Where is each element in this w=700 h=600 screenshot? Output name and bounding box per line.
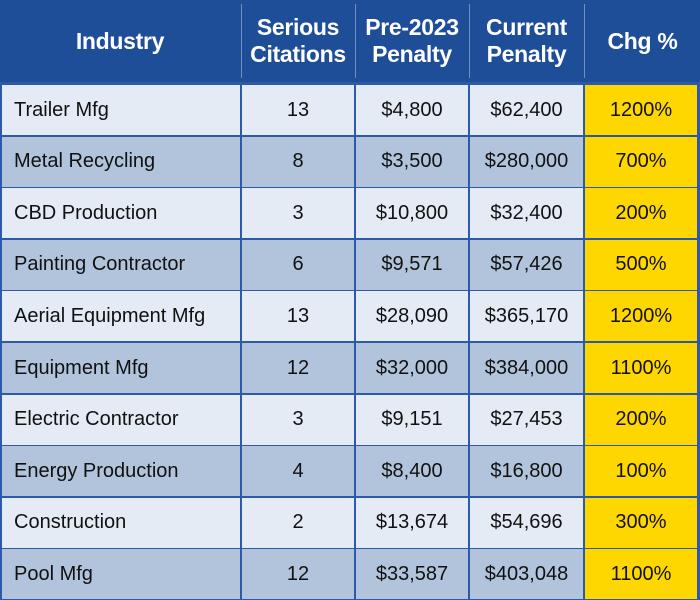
header-pre-2023-penalty: Pre-2023 Penalty: [356, 0, 468, 82]
header-current-line1: Current: [486, 14, 567, 40]
cell-pre-2023-penalty: $9,571: [356, 239, 468, 290]
cell-serious-citations: 3: [242, 394, 354, 445]
header-pre-line2: Penalty: [372, 41, 452, 67]
cell-serious-citations: 8: [242, 136, 354, 187]
cell-current-penalty: $57,426: [470, 239, 583, 290]
cell-industry: Aerial Equipment Mfg: [2, 291, 240, 342]
cell-pre-2023-penalty: $8,400: [356, 446, 468, 497]
header-chg-percent: Chg %: [585, 0, 700, 82]
cell-industry: Painting Contractor: [2, 239, 240, 290]
cell-current-penalty: $27,453: [470, 394, 583, 445]
header-divider: [355, 4, 356, 78]
table-row: Construction 2 $13,674 $54,696 300%: [0, 497, 700, 548]
table-row: Electric Contractor 3 $9,151 $27,453 200%: [0, 394, 700, 445]
cell-chg-percent: 1200%: [585, 85, 697, 135]
cell-industry: CBD Production: [2, 188, 240, 239]
cell-pre-2023-penalty: $28,090: [356, 291, 468, 342]
table-row: Painting Contractor 6 $9,571 $57,426 500%: [0, 239, 700, 290]
header-current-penalty: Current Penalty: [470, 0, 583, 82]
cell-industry: Trailer Mfg: [2, 85, 240, 135]
header-pre-line1: Pre-2023: [365, 14, 459, 40]
cell-current-penalty: $365,170: [470, 291, 583, 342]
cell-chg-percent: 1200%: [585, 291, 697, 342]
cell-current-penalty: $403,048: [470, 549, 583, 600]
cell-serious-citations: 13: [242, 85, 354, 135]
cell-industry: Electric Contractor: [2, 394, 240, 445]
cell-current-penalty: $384,000: [470, 343, 583, 393]
header-pre-2023-label: Pre-2023 Penalty: [365, 14, 459, 68]
cell-industry: Energy Production: [2, 446, 240, 497]
header-citations-line1: Serious: [256, 14, 340, 40]
cell-serious-citations: 6: [242, 239, 354, 290]
cell-chg-percent: 1100%: [585, 343, 697, 393]
cell-industry: Construction: [2, 497, 240, 548]
cell-chg-percent: 700%: [585, 136, 697, 187]
header-serious-citations: Serious Citations: [242, 0, 354, 82]
cell-pre-2023-penalty: $33,587: [356, 549, 468, 600]
cell-industry: Metal Recycling: [2, 136, 240, 187]
header-industry-label: Industry: [75, 27, 165, 54]
cell-current-penalty: $16,800: [470, 446, 583, 497]
table-header: Industry Serious Citations Pre-2023 Penalt…: [0, 0, 700, 82]
cell-pre-2023-penalty: $9,151: [356, 394, 468, 445]
cell-pre-2023-penalty: $32,000: [356, 343, 468, 393]
cell-industry: Pool Mfg: [2, 549, 240, 600]
header-current-label: Current Penalty: [486, 14, 567, 68]
header-divider: [469, 4, 470, 78]
table-row: Metal Recycling 8 $3,500 $280,000 700%: [0, 136, 700, 187]
header-chg-label: Chg %: [607, 27, 678, 54]
cell-serious-citations: 4: [242, 446, 354, 497]
cell-serious-citations: 3: [242, 188, 354, 239]
table-row: Energy Production 4 $8,400 $16,800 100%: [0, 446, 700, 497]
cell-serious-citations: 12: [242, 549, 354, 600]
cell-industry: Equipment Mfg: [2, 343, 240, 393]
header-divider: [241, 4, 242, 78]
cell-pre-2023-penalty: $3,500: [356, 136, 468, 187]
cell-pre-2023-penalty: $13,674: [356, 497, 468, 548]
cell-pre-2023-penalty: $4,800: [356, 85, 468, 135]
header-divider: [584, 4, 585, 78]
cell-current-penalty: $62,400: [470, 85, 583, 135]
table-row: Equipment Mfg 12 $32,000 $384,000 1100%: [0, 343, 700, 393]
table-row: Trailer Mfg 13 $4,800 $62,400 1200%: [0, 85, 700, 135]
table-row: Aerial Equipment Mfg 13 $28,090 $365,170 120…: [0, 291, 700, 342]
header-current-line2: Penalty: [486, 41, 567, 67]
cell-serious-citations: 13: [242, 291, 354, 342]
cell-chg-percent: 500%: [585, 239, 697, 290]
cell-current-penalty: $54,696: [470, 497, 583, 548]
header-industry: Industry: [0, 0, 240, 82]
table-row: Pool Mfg 12 $33,587 $403,048 1100%: [0, 549, 700, 600]
header-citations-line2: Citations: [250, 41, 346, 67]
cell-pre-2023-penalty: $10,800: [356, 188, 468, 239]
cell-serious-citations: 2: [242, 497, 354, 548]
cell-chg-percent: 200%: [585, 188, 697, 239]
cell-chg-percent: 100%: [585, 446, 697, 497]
cell-chg-percent: 300%: [585, 497, 697, 548]
cell-current-penalty: $280,000: [470, 136, 583, 187]
table-row: CBD Production 3 $10,800 $32,400 200%: [0, 188, 700, 239]
cell-chg-percent: 1100%: [585, 549, 697, 600]
cell-current-penalty: $32,400: [470, 188, 583, 239]
cell-serious-citations: 12: [242, 343, 354, 393]
cell-chg-percent: 200%: [585, 394, 697, 445]
header-serious-citations-label: Serious Citations: [250, 14, 346, 68]
